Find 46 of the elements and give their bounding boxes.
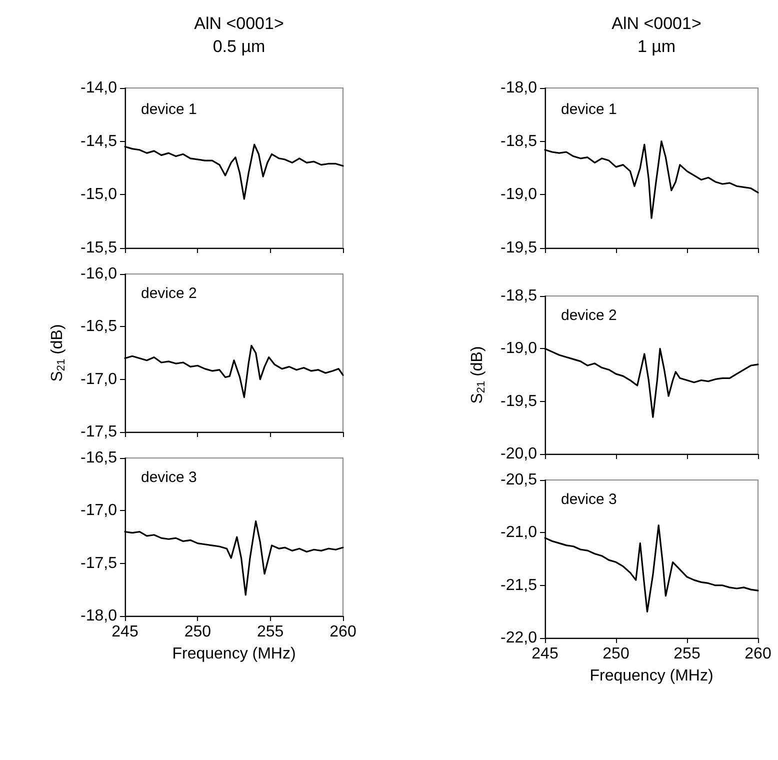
y-tick-label: -16,5 xyxy=(80,450,118,466)
y-tick-label: -14,5 xyxy=(80,132,118,150)
annotation: device 2 xyxy=(561,307,617,324)
chart-subtitle: 1 µm xyxy=(637,37,676,56)
y-tick-label: -19,0 xyxy=(500,340,538,358)
y-tick-label: -18,5 xyxy=(500,132,538,150)
x-tick-label: 260 xyxy=(330,624,356,640)
x-tick-label: 260 xyxy=(744,646,772,662)
x-tick-label: 255 xyxy=(674,646,700,662)
y-tick-label: -17,0 xyxy=(80,370,118,388)
y-tick-label: -16,5 xyxy=(80,318,118,336)
x-tick-label: 250 xyxy=(184,624,212,640)
y-tick-label: -18,0 xyxy=(80,608,118,624)
y-axis-title: S21 (dB) xyxy=(49,324,68,382)
y-tick-label: -21,5 xyxy=(500,576,538,594)
x-tick-label: 245 xyxy=(112,624,138,640)
y-tick-label: -17,0 xyxy=(80,502,118,520)
y-tick-label: -20,0 xyxy=(500,446,538,462)
y-tick-label: -18,5 xyxy=(500,288,538,304)
y-tick-label: -19,5 xyxy=(500,392,538,410)
y-tick-label: -20,5 xyxy=(500,472,538,488)
y-tick-label: -19,5 xyxy=(500,240,538,256)
y-tick-label: -17,5 xyxy=(80,554,118,572)
annotation: device 1 xyxy=(141,101,197,118)
x-tick-label: 245 xyxy=(532,646,558,662)
x-axis-title: Frequency (MHz) xyxy=(590,668,714,684)
y-tick-label: -14,0 xyxy=(80,80,118,96)
y-tick-label: -15,0 xyxy=(80,186,118,204)
annotation: device 2 xyxy=(141,285,197,302)
y-tick-label: -15,5 xyxy=(80,240,118,256)
y-tick-label: -22,0 xyxy=(500,630,538,646)
y-tick-label: -17,5 xyxy=(80,424,118,440)
annotation: device 3 xyxy=(141,469,197,486)
y-tick-label: -18,0 xyxy=(500,80,538,96)
chart-subtitle: 0.5 µm xyxy=(212,37,266,56)
y-tick-label: -16,0 xyxy=(80,266,118,282)
chart-title: AlN <0001> xyxy=(612,14,702,33)
x-tick-label: 250 xyxy=(602,646,630,662)
y-tick-label: -19,0 xyxy=(500,186,538,204)
y-axis-title: S21 (dB) xyxy=(469,346,488,404)
y-tick-label: -21,0 xyxy=(500,524,538,542)
x-axis-title: Frequency (MHz) xyxy=(172,646,296,662)
annotation: device 3 xyxy=(561,491,617,508)
annotation: device 1 xyxy=(561,101,617,118)
chart-title: AlN <0001> xyxy=(194,14,284,33)
x-tick-label: 255 xyxy=(256,624,284,640)
